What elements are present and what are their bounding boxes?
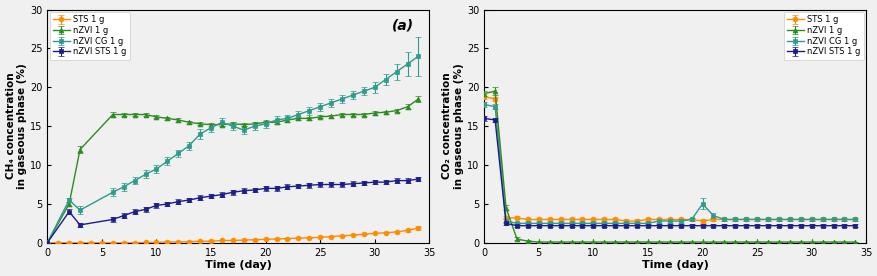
X-axis label: Time (day): Time (day) [641, 261, 708, 270]
Y-axis label: CO₂ concentration
in gaseous phase (%): CO₂ concentration in gaseous phase (%) [442, 63, 464, 189]
Text: (a): (a) [391, 19, 414, 33]
Text: (b): (b) [827, 19, 850, 33]
Legend: STS 1 g, nZVI 1 g, nZVI CG 1 g, nZVI STS 1 g: STS 1 g, nZVI 1 g, nZVI CG 1 g, nZVI STS… [783, 12, 863, 60]
X-axis label: Time (day): Time (day) [204, 261, 272, 270]
Y-axis label: CH₄ concentration
in gaseous phase (%): CH₄ concentration in gaseous phase (%) [5, 63, 27, 189]
Legend: STS 1 g, nZVI 1 g, nZVI CG 1 g, nZVI STS 1 g: STS 1 g, nZVI 1 g, nZVI CG 1 g, nZVI STS… [50, 12, 130, 60]
